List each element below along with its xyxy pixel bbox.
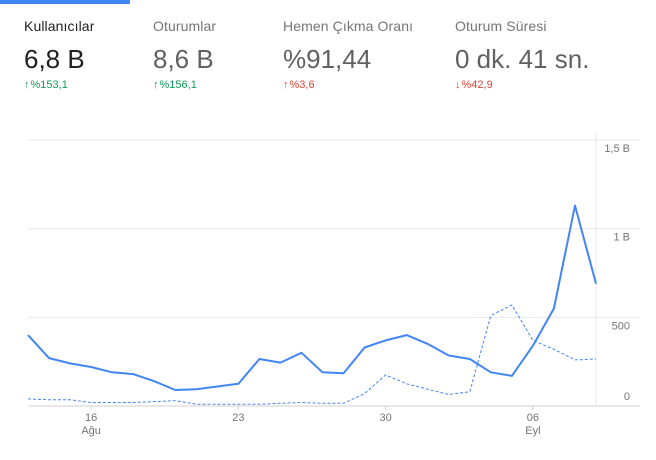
- metric-tab-users[interactable]: Kullanıcılar 6,8 B ↑%153,1: [24, 18, 154, 91]
- metric-change: ↓%42,9: [455, 79, 585, 91]
- series-line-current-period: [27, 204, 597, 391]
- metric-value: 6,8 B: [24, 44, 85, 74]
- arrow-up-icon: ↑: [283, 79, 289, 91]
- y-tick-label: 500: [612, 320, 630, 332]
- metric-change-value: %156,1: [159, 79, 197, 91]
- arrow-up-icon: ↑: [153, 79, 159, 91]
- series-line-previous-period: [27, 304, 597, 405]
- y-tick-label: 1,5 B: [604, 143, 630, 155]
- metric-tab-bounce-rate[interactable]: Hemen Çıkma Oranı %91,44 ↑%3,6: [283, 18, 413, 91]
- metric-value: 0 dk. 41 sn.: [455, 44, 590, 74]
- metric-label: Oturumlar: [153, 18, 217, 34]
- metric-value: 8,6 B: [153, 44, 214, 74]
- x-tick-label: 30: [380, 412, 392, 424]
- metric-change: ↑%156,1: [153, 79, 283, 91]
- metric-label: Oturum Süresi: [455, 18, 547, 34]
- x-tick-label: 16: [85, 412, 97, 424]
- arrow-down-icon: ↓: [455, 79, 461, 91]
- metric-change: ↑%153,1: [24, 79, 154, 91]
- y-tick-label: 0: [624, 391, 630, 403]
- x-tick-sublabel: Eyl: [525, 425, 540, 437]
- metric-change-value: %153,1: [30, 79, 68, 91]
- metric-change: ↑%3,6: [283, 79, 413, 91]
- arrow-up-icon: ↑: [24, 79, 30, 91]
- metric-tab-session-duration[interactable]: Oturum Süresi 0 dk. 41 sn. ↓%42,9: [455, 18, 590, 91]
- active-tab-indicator: [0, 0, 130, 4]
- x-tick-sublabel: Ağu: [81, 425, 101, 437]
- metric-value: %91,44: [283, 44, 372, 74]
- metric-change-value: %3,6: [289, 79, 315, 91]
- metric-tab-sessions[interactable]: Oturumlar 8,6 B ↑%156,1: [153, 18, 283, 91]
- metric-label: Hemen Çıkma Oranı: [283, 18, 414, 34]
- x-tick-label: 06: [527, 412, 539, 424]
- metric-change-value: %42,9: [461, 79, 493, 91]
- metric-label: Kullanıcılar: [24, 18, 95, 34]
- y-tick-label: 1 B: [613, 232, 630, 244]
- x-tick-label: 23: [232, 412, 244, 424]
